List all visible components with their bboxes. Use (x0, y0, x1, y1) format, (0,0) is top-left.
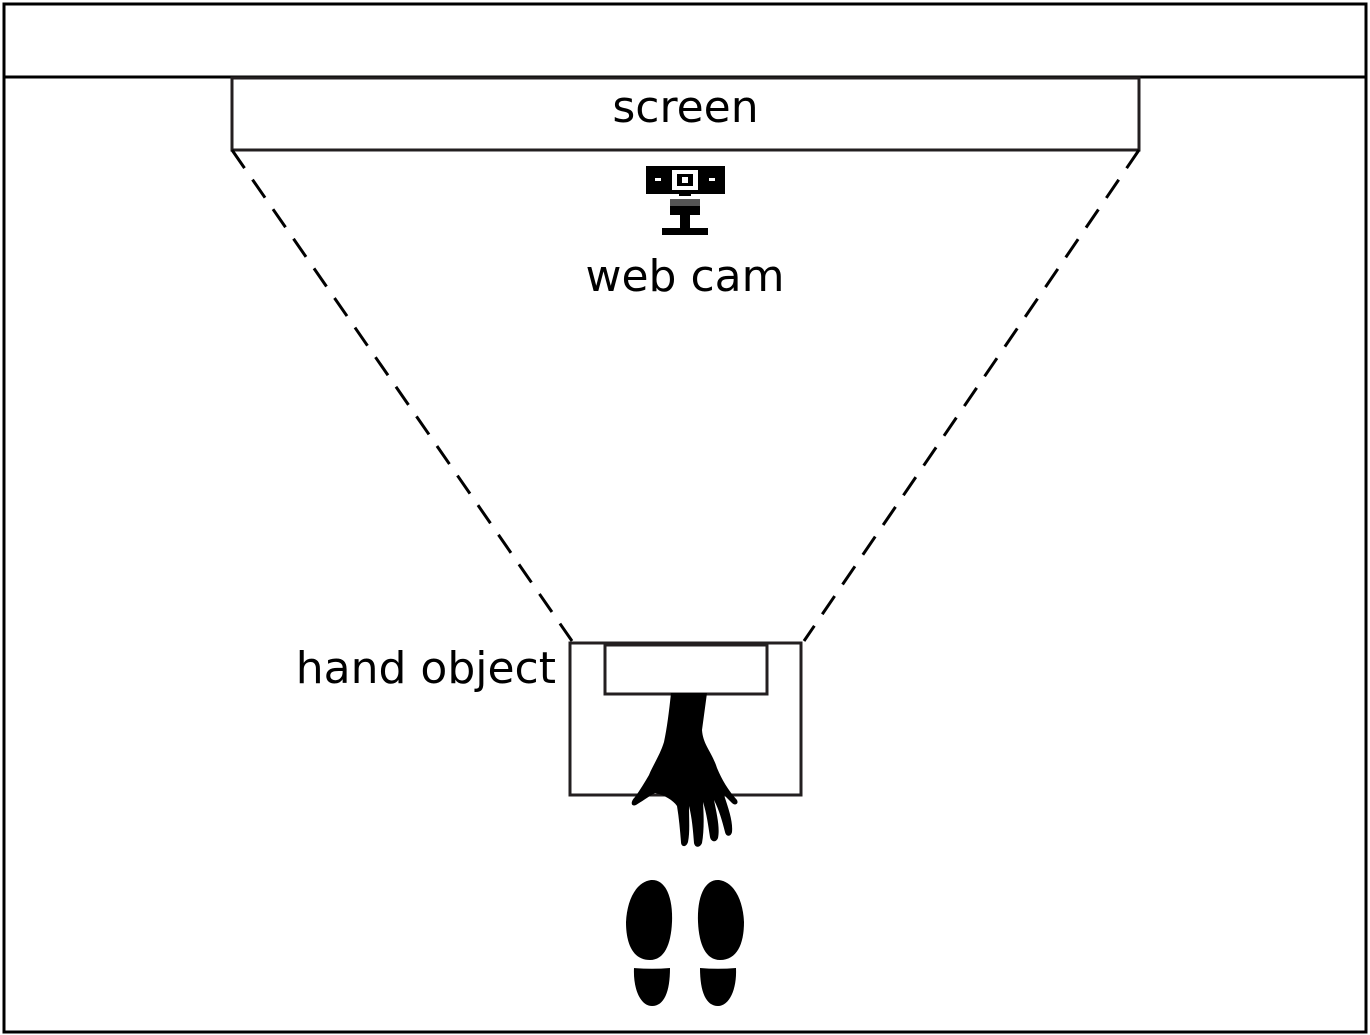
screen-label: screen (612, 82, 759, 133)
webcam-icon (646, 166, 725, 235)
hand-object-label: hand object (295, 643, 556, 694)
wall-strip (2, 2, 1368, 79)
screen-box (230, 76, 1141, 152)
fov-right-line (802, 149, 1141, 642)
hand-icon (631, 693, 738, 847)
hand-object-item (603, 643, 769, 696)
footprints-icon (626, 879, 744, 1006)
webcam-label: web cam (585, 251, 785, 302)
fov-left-line (230, 149, 574, 642)
